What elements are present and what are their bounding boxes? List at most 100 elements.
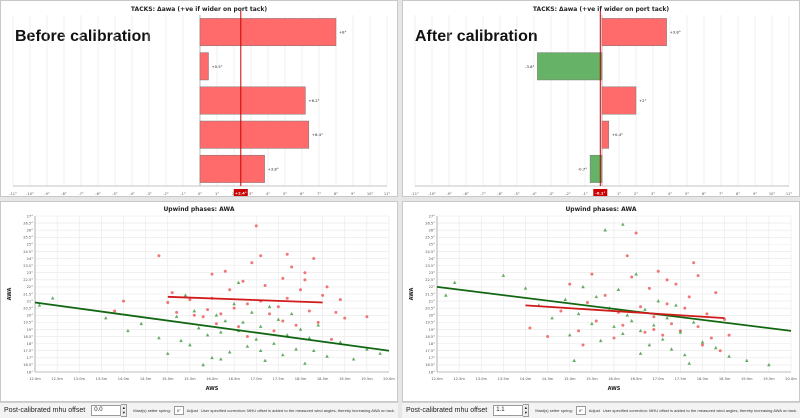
y-tick-label: 18°	[429, 342, 436, 346]
red-point	[630, 275, 634, 279]
red-point	[157, 254, 161, 258]
red-point	[687, 295, 691, 299]
red-point	[665, 278, 669, 282]
green-point	[241, 320, 245, 324]
green-point	[210, 355, 214, 360]
tack-bar	[199, 86, 306, 115]
green-point	[652, 323, 656, 327]
tack-bar-label: +3.8°	[670, 30, 681, 35]
green-point	[289, 311, 294, 316]
x-tick-label: 18.0m	[697, 377, 709, 381]
x-tick-label: 15.5m	[184, 377, 196, 381]
tack-bar	[589, 154, 603, 183]
red-point	[188, 298, 192, 302]
red-point	[206, 308, 210, 312]
x-tick-label: 15.0m	[162, 377, 174, 381]
green-point	[351, 357, 356, 361]
y-axis-label: AWA	[7, 287, 13, 300]
green-point	[214, 313, 219, 317]
x-tick-label: -11°	[9, 192, 17, 196]
green-point	[594, 294, 599, 299]
red-point	[670, 322, 674, 326]
upwind-panel-after: Upwind phases: AWA 12.0m 12.5m 13.0m 13.5m 1…	[402, 201, 800, 402]
green-point	[576, 311, 581, 316]
tack-bar	[199, 154, 265, 183]
red-point	[674, 282, 678, 286]
offset-stepper[interactable]: ▲ ▼	[121, 404, 128, 417]
red-point	[546, 335, 550, 339]
red-point	[714, 291, 718, 295]
y-tick-label: 18°	[27, 342, 34, 346]
x-tick-label: 13.0m	[475, 377, 487, 381]
x-tick-label: 14.5m	[140, 377, 152, 381]
red-point	[639, 305, 643, 309]
red-point	[294, 323, 298, 327]
green-point	[267, 304, 272, 309]
red-point	[334, 310, 338, 314]
x-tick-label: -4°	[531, 192, 537, 196]
green-point	[338, 340, 343, 344]
red-point	[290, 265, 294, 269]
offset-stepper[interactable]: ▲ ▼	[523, 404, 530, 417]
green-point	[581, 284, 585, 289]
green-point	[563, 297, 568, 301]
green-point	[501, 273, 506, 277]
x-tick-label: 12.5m	[453, 377, 465, 381]
x-tick-label: 5°	[283, 192, 287, 196]
x-tick-label: 16.5m	[630, 377, 642, 381]
y-tick-label: 21°	[429, 299, 436, 303]
green-point	[683, 352, 687, 357]
green-point	[625, 313, 630, 317]
red-point	[166, 301, 170, 305]
green-point	[687, 361, 692, 365]
offset-input[interactable]: 1.1	[493, 405, 524, 416]
tack-bar-label: -0.7°	[578, 166, 587, 171]
x-tick-label: 15.0m	[564, 377, 576, 381]
tack-bar	[199, 18, 337, 47]
offset-label: Post-calibrated mhu offset	[4, 407, 86, 414]
red-point	[122, 299, 125, 303]
red-point	[219, 312, 223, 316]
y-tick-label: 22.5°	[425, 278, 435, 282]
tack-bar-label: +6.2°	[308, 98, 319, 103]
red-point	[705, 312, 709, 316]
x-tick-label: 14.5m	[542, 377, 554, 381]
y-tick-label: 16°	[429, 370, 436, 374]
correction-note: User specified correction: MHU offset is…	[200, 408, 395, 413]
x-tick-label: 8°	[736, 192, 740, 196]
x-tick-label: -2°	[163, 192, 169, 196]
red-point	[701, 343, 704, 347]
x-tick-label: 10°	[367, 192, 374, 196]
x-tick-label: -2°	[565, 192, 571, 196]
y-tick-label: 17.5°	[425, 349, 435, 353]
marker-badge	[233, 189, 248, 196]
red-point	[285, 296, 289, 300]
y-tick-label: 16.5°	[425, 363, 435, 367]
x-tick-label: 20.0m	[383, 377, 395, 381]
x-tick-label: 0°	[198, 192, 202, 196]
marker-badge	[593, 189, 608, 196]
y-tick-label: 18.5°	[425, 335, 435, 339]
green-point	[281, 352, 285, 357]
red-point	[661, 333, 665, 337]
green-point	[272, 341, 276, 345]
y-tick-label: 21.5°	[425, 292, 435, 296]
green-trend-line	[34, 301, 390, 352]
tack-bar	[601, 120, 610, 149]
red-point	[581, 343, 585, 347]
green-point	[678, 330, 683, 334]
setter-spring-label: Mast(s) setter spring:	[535, 408, 573, 413]
setter-spring-field[interactable]: 0°	[575, 406, 586, 415]
green-point	[294, 347, 298, 351]
tack-bar-label: +3.8°	[268, 166, 279, 171]
setter-spring-field[interactable]: 0°	[173, 406, 184, 415]
green-point	[201, 362, 205, 367]
x-tick-label: 18.5m	[317, 377, 329, 381]
red-point	[303, 278, 307, 282]
red-point	[192, 313, 196, 317]
green-point	[307, 335, 312, 340]
y-tick-label: 19.5°	[425, 321, 435, 325]
offset-input[interactable]: 0.0	[91, 405, 122, 416]
green-point	[232, 301, 236, 306]
before-calibration-label: Before calibration	[15, 28, 152, 45]
